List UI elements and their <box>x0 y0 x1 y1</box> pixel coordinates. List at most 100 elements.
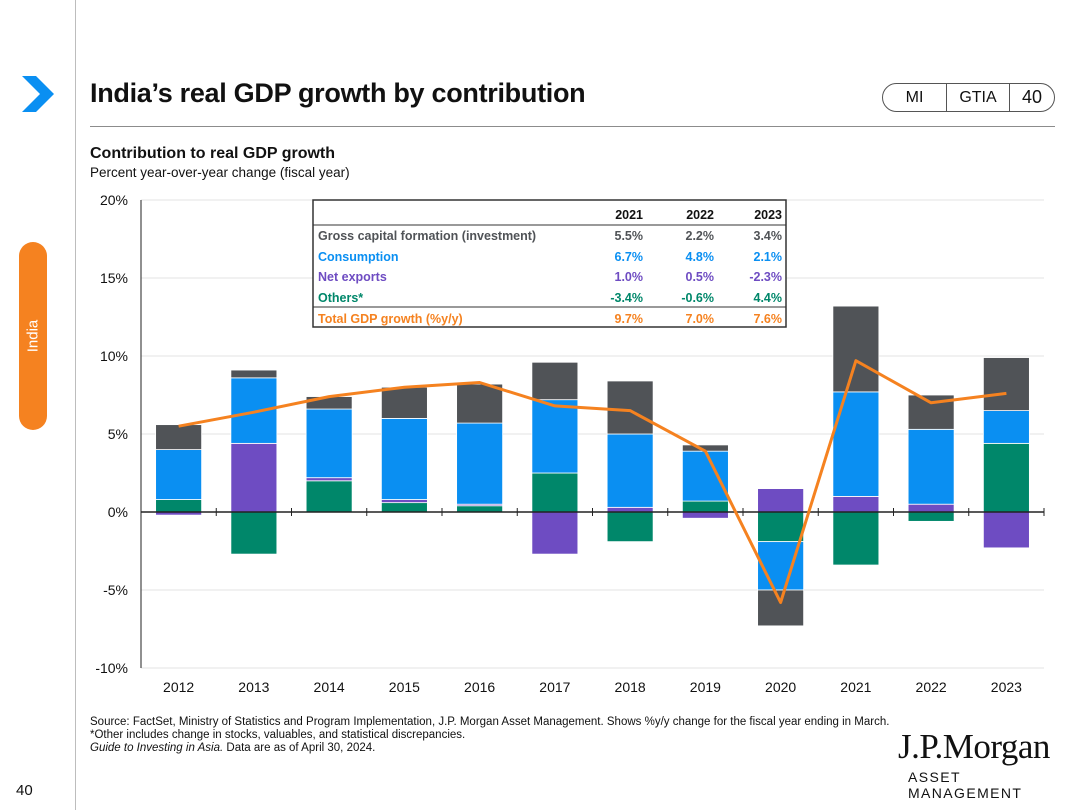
table-cell: 9.7% <box>615 312 644 326</box>
x-tick-label: 2012 <box>163 679 194 695</box>
page-number: 40 <box>16 782 33 799</box>
bar-segment <box>230 442 278 513</box>
bar-segment <box>380 386 428 419</box>
chevron-right-icon <box>22 76 54 112</box>
x-tick-label: 2020 <box>765 679 796 695</box>
bar-segment <box>982 511 1030 549</box>
guide-title: Guide to Investing in Asia. <box>90 742 224 754</box>
table-cell: 2.2% <box>686 229 715 243</box>
chart-subtitle: Percent year-over-year change (fiscal ye… <box>90 165 350 180</box>
x-tick-label: 2017 <box>539 679 570 695</box>
bar-segment <box>681 500 729 513</box>
total-gdp-line <box>178 359 1007 604</box>
table-row-label: Others* <box>318 291 363 305</box>
bar-segment <box>380 417 428 500</box>
asof-line: Guide to Investing in Asia. Data are as … <box>90 742 900 755</box>
bar-segment <box>907 428 955 505</box>
data-table-box <box>312 199 787 328</box>
bar-segment <box>606 380 654 435</box>
logo-main: J.P.Morgan <box>898 727 1050 766</box>
x-tick-label: 2022 <box>916 679 947 695</box>
bar-segment <box>230 377 278 444</box>
bar-segment <box>531 472 579 513</box>
bar-segment <box>456 505 504 513</box>
bar-segment <box>305 480 353 513</box>
bar-segment <box>982 442 1030 513</box>
jpmorgan-logo: J.P.Morgan ASSET MANAGEMENT <box>898 727 1080 802</box>
bar-segment <box>155 499 203 513</box>
x-tick-label: 2019 <box>690 679 721 695</box>
table-cell: 6.7% <box>615 250 644 264</box>
table-header: 2021 <box>615 208 643 222</box>
table-cell: 2.1% <box>754 250 783 264</box>
bar-segment <box>832 511 880 566</box>
x-tick-label: 2014 <box>314 679 345 695</box>
logo-sub: ASSET MANAGEMENT <box>908 769 1023 801</box>
bar-segment <box>832 495 880 513</box>
title-rule <box>90 126 1055 127</box>
bar-segment <box>757 511 805 543</box>
guide-badge: MI GTIA 40 <box>882 83 1055 112</box>
badge-gtia: GTIA <box>947 84 1010 111</box>
table-cell: 3.4% <box>754 229 783 243</box>
y-tick-label: -10% <box>95 660 128 676</box>
badge-mi: MI <box>883 84 947 111</box>
table-header: 2022 <box>686 208 714 222</box>
bar-segment <box>832 305 880 393</box>
bar-segment <box>606 511 654 543</box>
bar-segment <box>456 383 504 424</box>
bar-segment <box>757 488 805 513</box>
y-tick-label: -5% <box>103 582 128 598</box>
table-row-label: Total GDP growth (%y/y) <box>318 312 463 326</box>
footnote: Source: FactSet, Ministry of Statistics … <box>90 716 900 755</box>
bar-segment <box>681 450 729 502</box>
left-divider <box>75 0 76 810</box>
y-tick-label: 10% <box>100 348 128 364</box>
table-cell: -3.4% <box>610 291 643 305</box>
badge-page: 40 <box>1021 87 1043 107</box>
x-tick-label: 2016 <box>464 679 495 695</box>
bar-segment <box>531 511 579 555</box>
section-tab-india[interactable]: India <box>19 242 47 430</box>
bar-segment <box>380 499 428 504</box>
table-row-label: Net exports <box>318 270 387 284</box>
table-cell: 4.8% <box>686 250 715 264</box>
asof-text: Data are as of April 30, 2024. <box>226 742 376 754</box>
bar-segment <box>982 357 1030 411</box>
x-tick-label: 2015 <box>389 679 420 695</box>
y-tick-label: 0% <box>108 504 128 520</box>
table-cell: 5.5% <box>615 229 644 243</box>
bar-segment <box>230 511 278 555</box>
chart-title: Contribution to real GDP growth <box>90 145 336 162</box>
x-tick-label: 2013 <box>238 679 269 695</box>
table-cell: 0.5% <box>686 270 715 284</box>
bar-segment <box>757 589 805 627</box>
y-tick-label: 5% <box>108 426 128 442</box>
page-title: India’s real GDP growth by contribution <box>90 78 586 108</box>
table-cell: 7.0% <box>686 312 715 326</box>
bar-segment <box>155 449 203 500</box>
bar-segment <box>531 399 579 474</box>
bar-segment <box>606 433 654 508</box>
table-cell: 4.4% <box>754 291 783 305</box>
x-tick-label: 2021 <box>840 679 871 695</box>
bar-segment <box>982 410 1030 444</box>
bar-segment <box>230 369 278 379</box>
table-row-label: Gross capital formation (investment) <box>318 229 536 243</box>
y-tick-label: 15% <box>100 270 128 286</box>
table-cell: 7.6% <box>754 312 783 326</box>
table-cell: -2.3% <box>749 270 782 284</box>
y-tick-label: 20% <box>100 192 128 208</box>
bar-segment <box>531 361 579 401</box>
x-tick-label: 2023 <box>991 679 1022 695</box>
bar-segment <box>907 511 955 522</box>
table-cell: 1.0% <box>615 270 644 284</box>
table-row-label: Consumption <box>318 250 399 264</box>
bar-segment <box>907 503 955 513</box>
bar-segment <box>681 511 729 519</box>
x-tick-label: 2018 <box>615 679 646 695</box>
bar-segment <box>305 477 353 482</box>
bar-segment <box>380 502 428 513</box>
bar-segment <box>155 424 203 451</box>
